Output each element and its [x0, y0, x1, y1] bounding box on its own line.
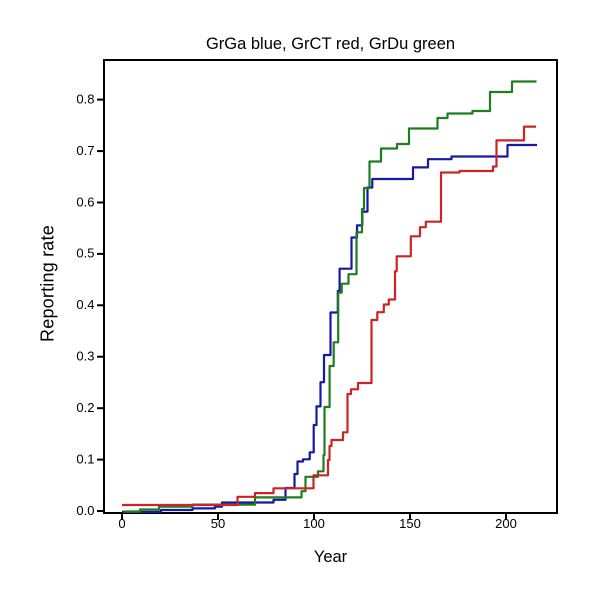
svg-text:0.6: 0.6 — [76, 194, 94, 209]
svg-text:0.3: 0.3 — [76, 349, 94, 364]
svg-text:Reporting rate: Reporting rate — [38, 225, 58, 342]
svg-text:Year: Year — [314, 548, 348, 566]
svg-text:0.0: 0.0 — [76, 503, 94, 518]
svg-text:0.7: 0.7 — [76, 143, 94, 158]
svg-text:0.1: 0.1 — [76, 451, 94, 466]
svg-text:0.2: 0.2 — [76, 400, 94, 415]
svg-text:100: 100 — [303, 516, 325, 531]
svg-text:150: 150 — [399, 516, 421, 531]
svg-text:50: 50 — [211, 516, 225, 531]
svg-text:0: 0 — [118, 516, 125, 531]
svg-text:GrGa blue, GrCT red, GrDu gree: GrGa blue, GrCT red, GrDu green — [206, 35, 455, 53]
svg-text:0.5: 0.5 — [76, 246, 94, 261]
svg-text:0.4: 0.4 — [76, 297, 94, 312]
svg-text:200: 200 — [495, 516, 517, 531]
svg-text:0.8: 0.8 — [76, 91, 94, 106]
